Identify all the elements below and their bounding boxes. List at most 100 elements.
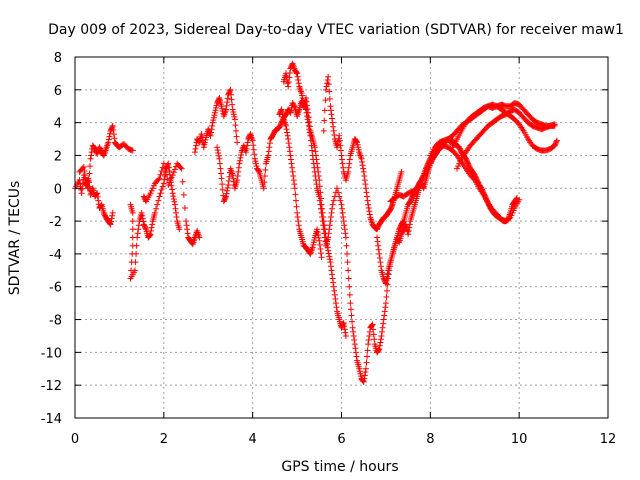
data-point <box>219 181 226 188</box>
data-point <box>209 122 216 129</box>
data-point <box>110 127 117 134</box>
data-point <box>284 80 291 87</box>
data-point <box>303 109 310 116</box>
data-point <box>282 122 289 129</box>
data-point <box>284 132 291 139</box>
data-point <box>553 138 560 145</box>
data-point <box>173 213 180 220</box>
series-segment-3 <box>127 160 183 282</box>
data-point <box>292 197 299 204</box>
data-point <box>284 129 291 136</box>
data-point <box>129 147 136 154</box>
data-point <box>250 142 257 149</box>
data-point <box>370 326 377 333</box>
data-point <box>341 323 348 330</box>
data-point <box>353 353 360 360</box>
data-point <box>133 242 140 249</box>
data-point <box>171 201 178 208</box>
data-point <box>108 218 115 225</box>
data-point <box>345 164 352 171</box>
data-point <box>176 226 183 233</box>
data-point <box>348 312 355 319</box>
data-point <box>360 378 367 385</box>
data-point <box>148 224 155 231</box>
data-point <box>310 156 317 163</box>
data-point <box>295 76 302 83</box>
data-point <box>261 172 268 179</box>
data-point <box>229 101 236 108</box>
data-point <box>87 155 94 162</box>
data-point <box>224 95 231 102</box>
data-point <box>345 267 352 274</box>
y-tick-label: -6 <box>49 281 62 296</box>
data-point <box>294 73 301 80</box>
data-point <box>340 218 347 225</box>
data-point <box>160 160 167 167</box>
data-point <box>292 191 299 198</box>
data-point <box>207 132 214 139</box>
x-tick-label: 0 <box>71 432 79 447</box>
data-point <box>214 147 221 154</box>
data-point <box>329 201 336 208</box>
data-point <box>333 304 340 311</box>
data-point <box>316 197 323 204</box>
data-point <box>233 133 240 140</box>
data-point <box>84 184 91 191</box>
data-point <box>244 142 251 149</box>
data-point <box>345 275 352 282</box>
data-point <box>146 232 153 239</box>
data-point <box>135 226 142 233</box>
data-point <box>286 69 293 76</box>
data-point <box>229 172 236 179</box>
data-point <box>320 127 327 134</box>
data-point <box>105 139 112 146</box>
data-point <box>318 209 325 216</box>
data-point <box>249 137 256 144</box>
data-point <box>109 124 116 131</box>
data-point <box>266 140 273 147</box>
series-segment-14 <box>453 106 558 172</box>
data-point <box>328 209 335 216</box>
data-point <box>255 168 262 175</box>
data-point <box>236 157 243 164</box>
data-point <box>132 259 139 266</box>
data-point <box>307 132 314 139</box>
data-point <box>327 107 334 114</box>
data-point <box>108 215 115 222</box>
data-point <box>88 152 95 159</box>
data-point <box>169 186 176 193</box>
data-point <box>319 213 326 220</box>
data-point <box>366 208 373 215</box>
x-tick-label: 8 <box>426 432 434 447</box>
data-point <box>377 336 384 343</box>
data-point <box>308 142 315 149</box>
data-point <box>336 132 343 139</box>
data-point <box>138 209 145 216</box>
data-point <box>233 127 240 134</box>
data-point <box>184 230 191 237</box>
data-point <box>218 170 225 177</box>
data-point <box>106 133 113 140</box>
data-point <box>377 263 384 270</box>
data-point <box>339 156 346 163</box>
data-point <box>168 182 175 189</box>
data-point <box>341 222 348 229</box>
data-point <box>342 329 349 336</box>
data-point <box>383 293 390 300</box>
data-point <box>344 250 351 257</box>
data-point <box>290 177 297 184</box>
y-tick-label: -2 <box>49 215 62 230</box>
data-point <box>193 142 200 149</box>
data-point <box>371 336 378 343</box>
data-point <box>344 259 351 266</box>
data-point <box>381 308 388 315</box>
data-point <box>334 144 341 151</box>
data-point <box>359 159 366 166</box>
data-point <box>319 218 326 225</box>
data-point <box>286 74 293 81</box>
data-point <box>307 137 314 144</box>
data-point <box>384 270 391 277</box>
data-point <box>361 372 368 379</box>
data-point <box>329 271 336 278</box>
data-point <box>312 148 319 155</box>
